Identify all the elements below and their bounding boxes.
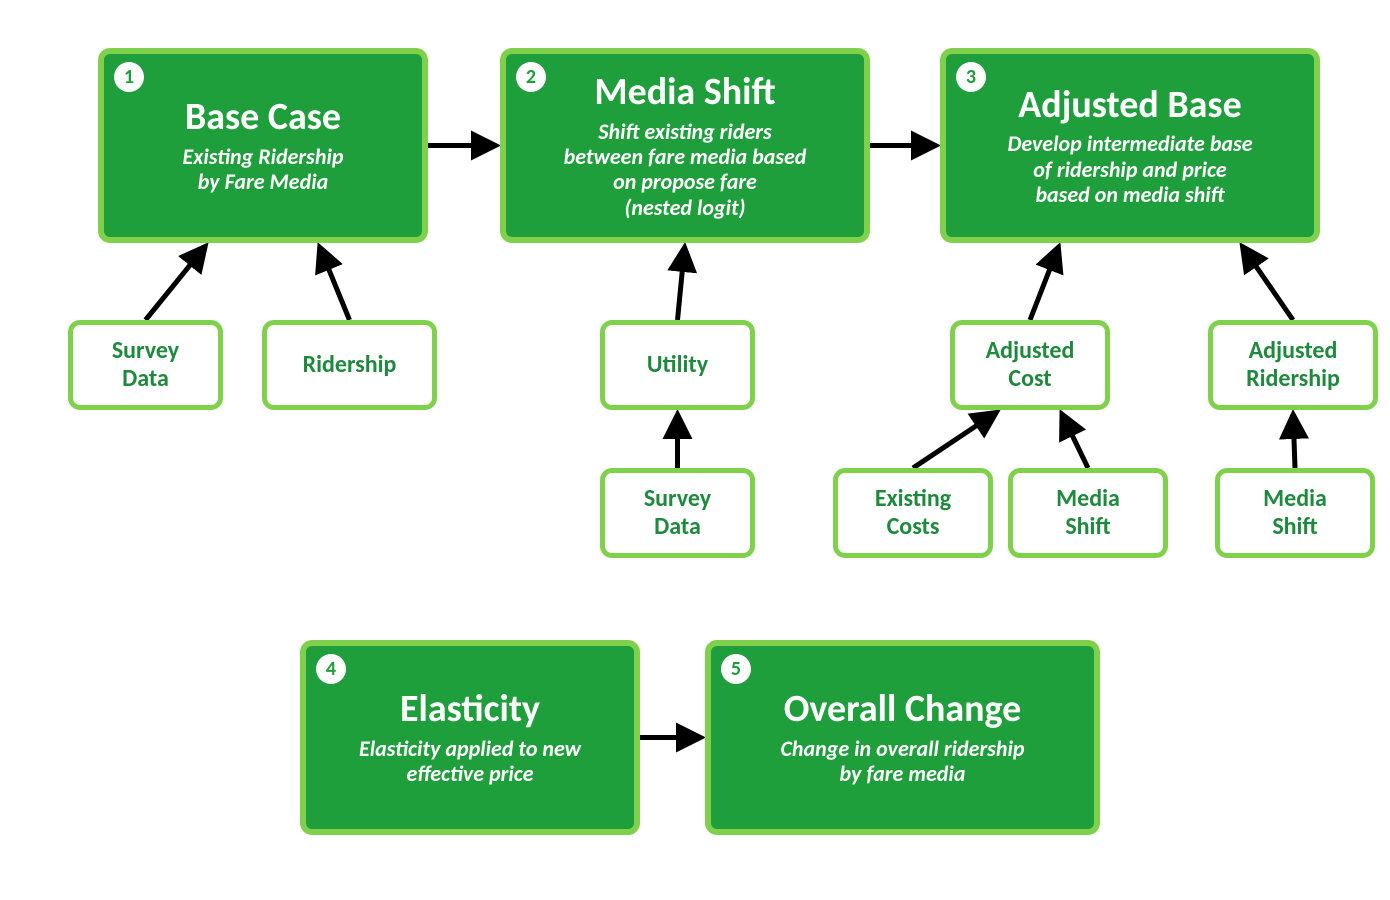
node-title: Base Case bbox=[185, 96, 341, 140]
node-title: AdjustedRidership bbox=[1246, 337, 1340, 392]
node-s_mshift2: MediaShift bbox=[1215, 468, 1375, 558]
node-title: Elasticity bbox=[400, 688, 540, 732]
badge-m4: 4 bbox=[316, 654, 346, 684]
node-m5: 5 Overall ChangeChange in overall ridersh… bbox=[705, 640, 1100, 835]
badge-m5: 5 bbox=[721, 654, 751, 684]
edge-s_adjrider-to-m3 bbox=[1242, 246, 1293, 320]
badge-m2: 2 bbox=[516, 62, 546, 92]
node-subtitle: Develop intermediate baseof ridership an… bbox=[1007, 131, 1252, 207]
node-m3: 3 Adjusted BaseDevelop intermediate baseo… bbox=[940, 48, 1320, 243]
node-s_utility: Utility bbox=[600, 320, 755, 410]
edge-s_survey1-to-m1 bbox=[146, 246, 206, 320]
edge-s_adjcost-to-m3 bbox=[1030, 247, 1059, 320]
node-title: AdjustedCost bbox=[986, 337, 1075, 392]
badge-m1: 1 bbox=[114, 62, 144, 92]
node-s_adjcost: AdjustedCost bbox=[950, 320, 1110, 410]
node-s_survey1: SurveyData bbox=[68, 320, 223, 410]
node-title: Overall Change bbox=[784, 688, 1022, 732]
node-title: Ridership bbox=[303, 351, 397, 379]
node-s_adjrider: AdjustedRidership bbox=[1208, 320, 1378, 410]
node-title: Adjusted Base bbox=[1018, 84, 1241, 128]
node-title: MediaShift bbox=[1056, 485, 1120, 540]
node-m2: 2 Media ShiftShift existing ridersbetween… bbox=[500, 48, 870, 243]
node-s_survey2: SurveyData bbox=[600, 468, 755, 558]
node-subtitle: Elasticity applied to neweffective price bbox=[359, 736, 581, 787]
edge-s_utility-to-m2 bbox=[678, 247, 685, 320]
edge-s_mshift2-to-s_adjrider bbox=[1293, 414, 1295, 468]
node-title: MediaShift bbox=[1263, 485, 1327, 540]
node-subtitle: Shift existing ridersbetween fare media … bbox=[564, 119, 807, 220]
edge-s_ridership-to-m1 bbox=[320, 247, 350, 320]
node-title: Media Shift bbox=[594, 71, 775, 115]
edge-s_excost-to-s_adjcost bbox=[913, 412, 997, 468]
node-subtitle: Change in overall ridershipby fare media bbox=[781, 736, 1025, 787]
edge-s_mshift1-to-s_adjcost bbox=[1062, 414, 1088, 468]
node-m1: 1 Base CaseExisting Ridershipby Fare Medi… bbox=[98, 48, 428, 243]
node-s_excost: ExistingCosts bbox=[833, 468, 993, 558]
badge-m3: 3 bbox=[956, 62, 986, 92]
node-title: SurveyData bbox=[112, 337, 179, 392]
node-s_mshift1: MediaShift bbox=[1008, 468, 1168, 558]
node-title: Utility bbox=[647, 351, 708, 379]
node-s_ridership: Ridership bbox=[262, 320, 437, 410]
flowchart-canvas: 1 Base CaseExisting Ridershipby Fare Medi… bbox=[0, 0, 1390, 900]
node-title: ExistingCosts bbox=[875, 485, 951, 540]
node-subtitle: Existing Ridershipby Fare Media bbox=[183, 144, 344, 195]
node-m4: 4 ElasticityElasticity applied to neweffe… bbox=[300, 640, 640, 835]
node-title: SurveyData bbox=[644, 485, 711, 540]
